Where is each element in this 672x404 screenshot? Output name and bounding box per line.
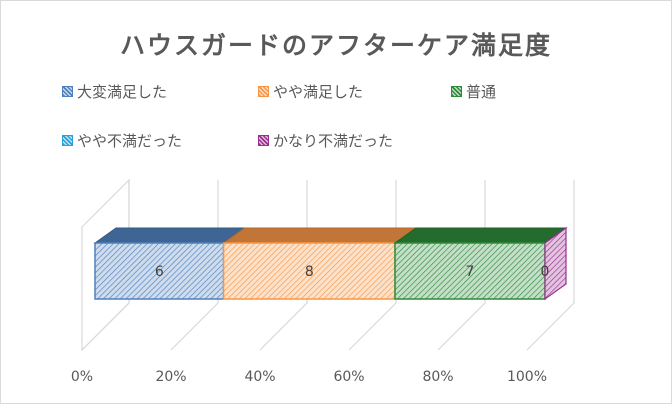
legend-label: 普通 bbox=[466, 83, 497, 101]
legend-item-very-satisfied: 大変満足した bbox=[62, 81, 167, 102]
legend-item-somewhat-satisfied: やや満足した bbox=[258, 81, 363, 102]
gridline bbox=[259, 180, 308, 351]
bar-segment bbox=[94, 242, 225, 300]
legend-swatch-icon bbox=[258, 135, 269, 146]
x-tick-label: 80% bbox=[422, 369, 453, 385]
side-wall bbox=[81, 178, 130, 352]
legend-label: やや不満だった bbox=[77, 132, 183, 150]
gridline bbox=[348, 180, 397, 351]
bar-top-face bbox=[393, 227, 568, 244]
legend-swatch-icon bbox=[451, 86, 462, 97]
legend-label: かなり不満だった bbox=[273, 132, 394, 150]
gridline bbox=[526, 180, 575, 351]
data-label: 8 bbox=[305, 264, 314, 280]
x-tick-label: 100% bbox=[507, 369, 547, 385]
gridline bbox=[170, 180, 219, 351]
bar-top-face bbox=[222, 227, 418, 244]
x-tick-label: 60% bbox=[333, 369, 364, 385]
bar-top-face bbox=[93, 227, 247, 244]
legend-item-very-dissatisfied: かなり不満だった bbox=[258, 130, 393, 151]
data-label: 6 bbox=[155, 264, 164, 280]
legend-swatch-icon bbox=[62, 86, 73, 97]
legend-swatch-icon bbox=[258, 86, 269, 97]
data-label: 7 bbox=[466, 264, 475, 280]
bar-segment bbox=[394, 242, 546, 300]
legend-label: 大変満足した bbox=[77, 83, 168, 101]
legend-item-neutral: 普通 bbox=[451, 81, 496, 102]
x-tick-label: 40% bbox=[244, 369, 275, 385]
bar-end-face bbox=[544, 226, 567, 301]
legend-item-somewhat-dissatisfied: やや不満だった bbox=[62, 130, 182, 151]
x-tick-label: 20% bbox=[155, 369, 186, 385]
data-label: 0 bbox=[541, 264, 550, 280]
x-tick-label: 0% bbox=[71, 369, 93, 385]
gridline bbox=[437, 180, 486, 351]
legend-label: やや満足した bbox=[273, 83, 364, 101]
chart-title: ハウスガードのアフターケア満足度 bbox=[119, 31, 552, 60]
legend-swatch-icon bbox=[62, 135, 73, 146]
